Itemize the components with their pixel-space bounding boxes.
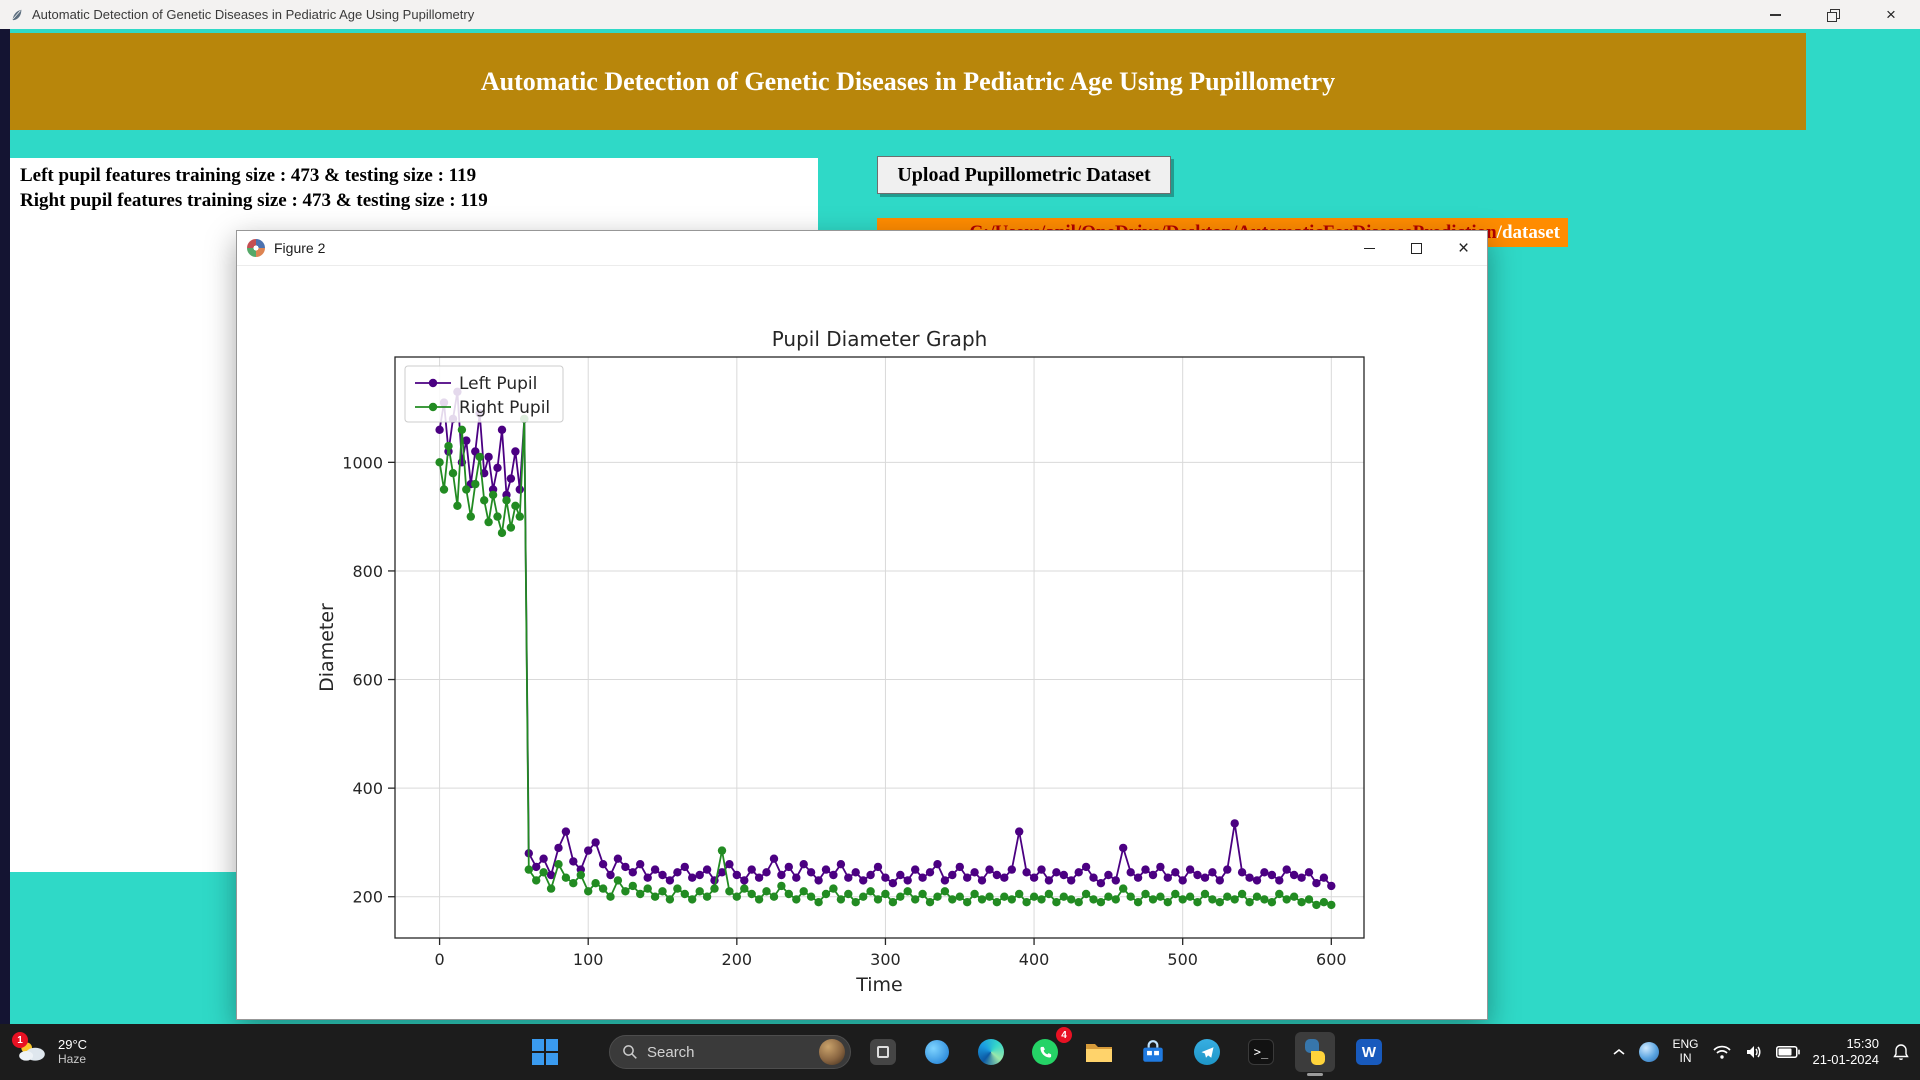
svg-text:200: 200: [722, 950, 753, 969]
clock-date: 21-01-2024: [1812, 1052, 1880, 1067]
figure-close-button[interactable]: ×: [1440, 231, 1487, 266]
close-icon: ×: [1886, 5, 1896, 24]
windows-logo-icon: [532, 1039, 558, 1065]
blue-circle-app-icon[interactable]: [917, 1032, 957, 1072]
tk-feather-icon: [12, 9, 22, 20]
telegram-icon[interactable]: [1187, 1032, 1227, 1072]
gray-app-icon[interactable]: [863, 1032, 903, 1072]
weather-condition: Haze: [58, 1051, 87, 1066]
minimize-button[interactable]: [1746, 0, 1804, 29]
svg-text:1000: 1000: [342, 453, 383, 472]
app-header-banner: Automatic Detection of Genetic Diseases …: [10, 33, 1806, 130]
svg-text:500: 500: [1167, 950, 1198, 969]
edge-swirl-glyph: [978, 1039, 1004, 1065]
battery-icon[interactable]: [1775, 1046, 1800, 1058]
app-titlebar[interactable]: Automatic Detection of Genetic Diseases …: [0, 0, 1920, 29]
minimize-icon: [1769, 13, 1781, 16]
word-w-glyph: W: [1356, 1039, 1382, 1065]
gray-app-glyph: [870, 1039, 896, 1065]
telegram-plane-glyph: [1194, 1039, 1220, 1065]
weather-sun-cloud-icon: [19, 1042, 45, 1061]
whatsapp-icon[interactable]: 4: [1025, 1027, 1072, 1072]
close-button[interactable]: ×: [1862, 0, 1920, 29]
blue-circle-glyph: [925, 1040, 949, 1064]
svg-text:400: 400: [352, 779, 383, 798]
notification-bell-icon[interactable]: [1892, 1043, 1910, 1061]
taskbar: 1 29°C Haze Search: [0, 1024, 1920, 1080]
figure-close-icon: ×: [1457, 238, 1470, 259]
weather-widget[interactable]: 1 29°C Haze: [12, 1024, 88, 1080]
search-highlight-image[interactable]: [819, 1039, 845, 1065]
svg-text:Left Pupil: Left Pupil: [459, 374, 537, 394]
upload-dataset-button[interactable]: Upload Pupillometric Dataset: [877, 156, 1171, 194]
terminal-prompt-glyph: >_: [1248, 1039, 1274, 1065]
figure-title: Figure 2: [274, 240, 326, 256]
figure-titlebar[interactable]: Figure 2 ×: [237, 231, 1487, 266]
svg-text:Diameter: Diameter: [316, 603, 338, 692]
svg-text:0: 0: [434, 950, 444, 969]
whatsapp-phone-glyph: [1032, 1039, 1058, 1065]
python-app-icon[interactable]: [1295, 1032, 1335, 1072]
clock[interactable]: 15:30 21-01-2024: [1813, 1036, 1880, 1069]
svg-text:Right Pupil: Right Pupil: [459, 398, 550, 418]
taskbar-center: Search 4: [523, 1024, 1403, 1080]
python-logo-glyph: [1302, 1039, 1328, 1065]
svg-text:Pupil Diameter Graph: Pupil Diameter Graph: [772, 327, 988, 351]
folder-glyph: [1086, 1044, 1112, 1062]
output-line-left: Left pupil features training size : 473 …: [20, 165, 477, 186]
figure-minimize-button[interactable]: [1346, 231, 1393, 266]
svg-text:800: 800: [352, 562, 383, 581]
left-edge-sliver: [0, 29, 10, 1024]
language-line1: ENG: [1672, 1037, 1699, 1052]
volume-icon[interactable]: [1745, 1045, 1763, 1059]
figure-minimize-icon: [1364, 247, 1375, 250]
svg-text:600: 600: [352, 671, 383, 690]
language-line2: IN: [1679, 1051, 1692, 1065]
svg-text:200: 200: [352, 888, 383, 907]
figure-maximize-icon: [1411, 243, 1422, 254]
figure-maximize-button[interactable]: [1393, 231, 1440, 266]
search-icon: [623, 1045, 637, 1059]
system-tray: ENG IN: [1612, 1024, 1910, 1080]
tray-chevron-up-icon[interactable]: [1612, 1048, 1626, 1056]
wifi-icon[interactable]: [1712, 1045, 1732, 1060]
language-indicator[interactable]: ENG IN: [1672, 1037, 1699, 1066]
svg-text:600: 600: [1316, 950, 1347, 969]
tray-globe-icon[interactable]: [1639, 1042, 1660, 1062]
edge-browser-icon[interactable]: [971, 1032, 1011, 1072]
weather-temperature: 29°C: [58, 1036, 88, 1052]
svg-text:Time: Time: [855, 974, 903, 996]
page-title: Automatic Detection of Genetic Diseases …: [480, 66, 1336, 96]
restore-button[interactable]: [1804, 0, 1862, 29]
terminal-icon[interactable]: >_: [1241, 1032, 1281, 1072]
start-button[interactable]: [523, 1030, 567, 1074]
taskbar-search[interactable]: Search: [609, 1035, 851, 1069]
app-title: Automatic Detection of Genetic Diseases …: [32, 7, 475, 22]
matplotlib-icon: [247, 239, 265, 257]
svg-text:100: 100: [573, 950, 604, 969]
figure-window: Figure 2 × 0 100 200 300 400 500 600 200 400 600 8…: [236, 230, 1488, 1020]
store-bag-glyph: [1143, 1040, 1163, 1062]
word-icon[interactable]: W: [1349, 1032, 1389, 1072]
app-window-controls: ×: [1746, 0, 1920, 29]
figure-window-controls: ×: [1346, 231, 1487, 266]
search-input[interactable]: Search: [647, 1043, 695, 1061]
svg-text:300: 300: [870, 950, 901, 969]
microsoft-store-icon[interactable]: [1133, 1032, 1173, 1072]
dataset-path-suffix: /dataset: [1496, 221, 1560, 243]
file-explorer-icon[interactable]: [1079, 1032, 1119, 1072]
pupil-diameter-chart: 0 100 200 300 400 500 600 200 400 600 800 1000 Pupil…: [237, 266, 1487, 1019]
whatsapp-unread-badge: 4: [1056, 1027, 1072, 1043]
output-line-right: Right pupil features training size : 473…: [20, 190, 488, 211]
clock-time: 15:30: [1846, 1035, 1879, 1051]
restore-icon: [1827, 8, 1840, 22]
svg-text:400: 400: [1019, 950, 1050, 969]
notification-count-badge: 1: [12, 1032, 28, 1048]
